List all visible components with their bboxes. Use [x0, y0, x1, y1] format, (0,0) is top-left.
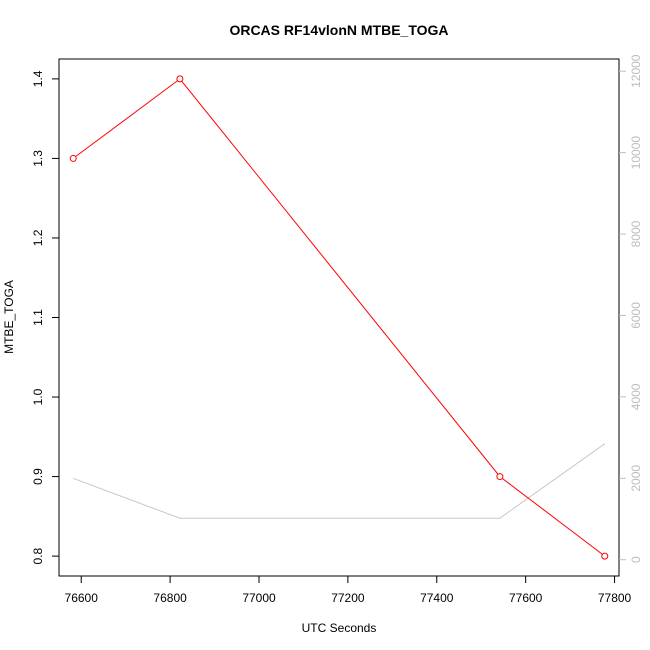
data-point	[176, 75, 184, 83]
x-tick-label: 77600	[509, 591, 543, 605]
y2-tick-label: 12000	[629, 54, 643, 88]
x-tick-label: 77400	[420, 591, 454, 605]
y-axis-label: MTBE_TOGA	[2, 280, 16, 354]
x-tick-label: 76800	[153, 591, 187, 605]
y2-tick-label: 4000	[629, 383, 643, 410]
data-point	[601, 552, 609, 560]
x-tick-label: 77200	[331, 591, 365, 605]
y-tick-label: 1.3	[31, 150, 45, 167]
x-tick-label: 77000	[242, 591, 276, 605]
y-tick-label: 1.0	[31, 388, 45, 405]
x-tick-label: 77800	[598, 591, 632, 605]
y2-tick-label: 0	[629, 556, 643, 563]
plot-frame	[58, 58, 620, 577]
y2-tick-label: 6000	[629, 302, 643, 329]
y-axis-right: 0 2000 4000 6000 8000 10000 12000	[619, 54, 643, 563]
series-line-right	[73, 443, 606, 519]
y2-tick-label: 10000	[629, 136, 643, 170]
y-tick-label: 1.4	[31, 70, 45, 87]
series-layer	[69, 75, 609, 560]
y2-tick-label: 8000	[629, 220, 643, 247]
y-tick-label: 0.9	[31, 468, 45, 485]
x-axis: 76600 76800 77000 77200 77400 77600 77800	[65, 576, 632, 605]
y-axis-left: 0.8 0.9 1.0 1.1 1.2 1.3 1.4	[31, 70, 59, 564]
y2-tick-label: 2000	[629, 465, 643, 492]
x-axis-label: UTC Seconds	[302, 621, 377, 635]
y-tick-label: 1.1	[31, 309, 45, 326]
y-tick-label: 1.2	[31, 229, 45, 246]
data-point	[69, 154, 77, 162]
x-tick-label: 76600	[65, 591, 99, 605]
series-line-left	[72, 78, 606, 557]
chart-title: ORCAS RF14vlonN MTBE_TOGA	[229, 22, 448, 38]
data-point	[496, 473, 504, 481]
y-tick-label: 0.8	[31, 547, 45, 564]
